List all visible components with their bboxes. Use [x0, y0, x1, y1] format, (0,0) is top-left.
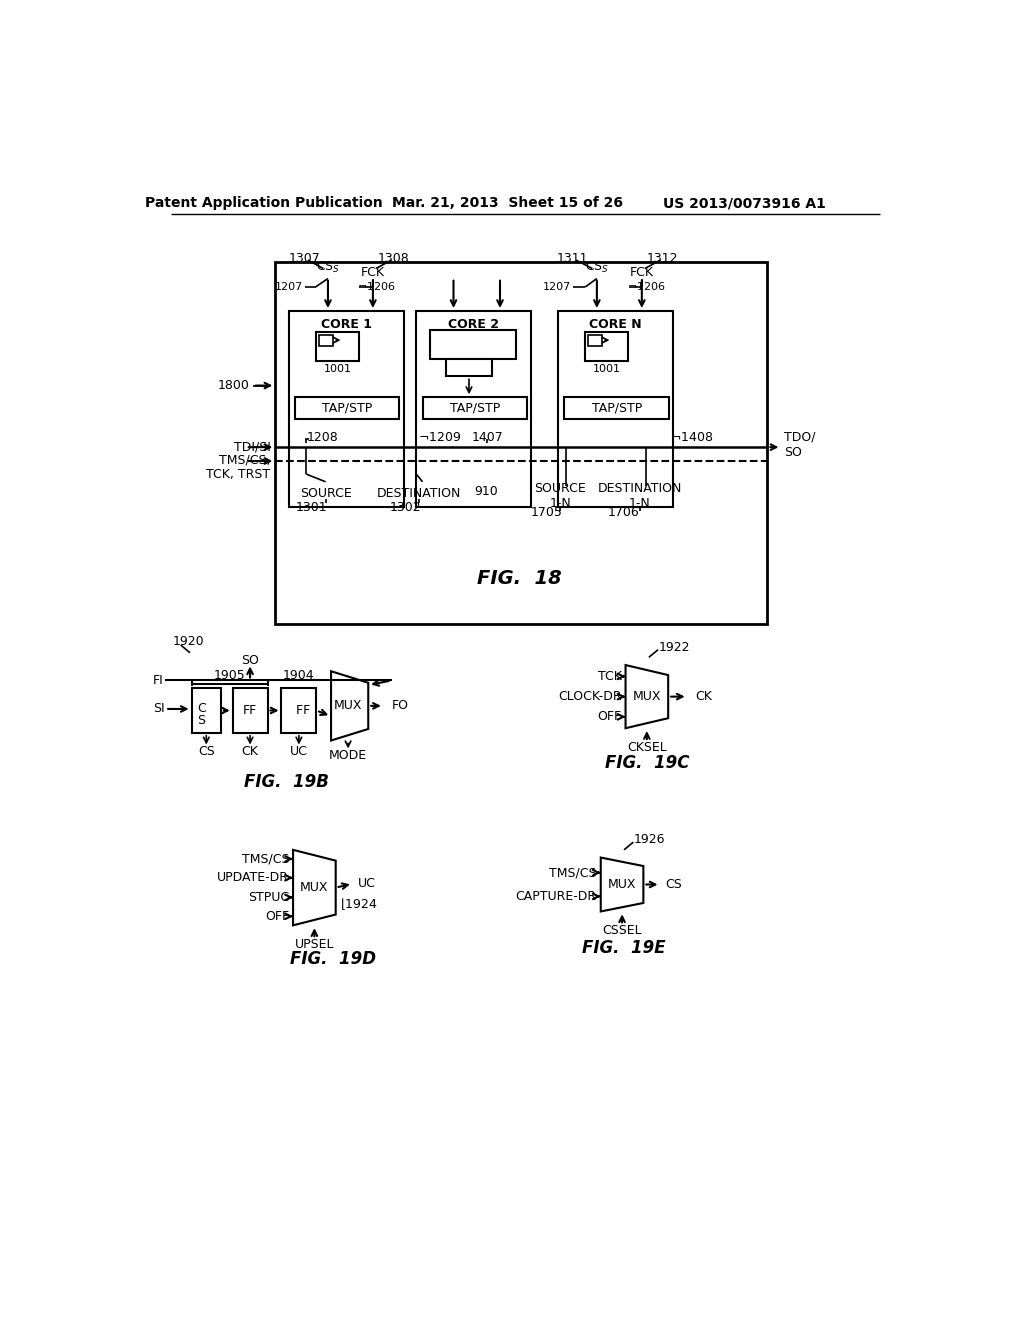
Text: TMS/CS,
TCK, TRST: TMS/CS, TCK, TRST — [207, 453, 270, 482]
Text: FIG.  19B: FIG. 19B — [245, 774, 330, 791]
Text: CK: CK — [242, 744, 258, 758]
Text: DESTINATION
1-N: DESTINATION 1-N — [597, 482, 682, 510]
Bar — [319, 335, 334, 346]
Text: TDO/
SO: TDO/ SO — [784, 430, 816, 459]
Text: CORE 2: CORE 2 — [449, 318, 499, 331]
Text: S: S — [198, 714, 206, 727]
Text: CORE N: CORE N — [589, 318, 642, 331]
Text: MODE: MODE — [329, 748, 368, 762]
Bar — [558, 312, 673, 507]
Text: FF: FF — [243, 704, 257, 717]
Text: 1920: 1920 — [173, 635, 205, 648]
Text: 1922: 1922 — [658, 640, 690, 653]
Bar — [430, 330, 515, 359]
Text: UC: UC — [357, 878, 375, 890]
Text: Patent Application Publication: Patent Application Publication — [144, 197, 383, 210]
Text: 1001: 1001 — [593, 363, 621, 374]
Text: 1926: 1926 — [634, 833, 666, 846]
Text: CLOCK-DR: CLOCK-DR — [558, 690, 622, 704]
Text: FF: FF — [288, 704, 310, 717]
Text: TAP/STP: TAP/STP — [450, 401, 500, 414]
Text: TAP/STP: TAP/STP — [592, 401, 642, 414]
Text: TDI/SI: TDI/SI — [233, 441, 270, 454]
Text: FIG.  19D: FIG. 19D — [291, 950, 377, 968]
Text: SO: SO — [241, 653, 259, 667]
Text: TAP/STP: TAP/STP — [322, 401, 372, 414]
Bar — [589, 335, 602, 346]
Text: C: C — [198, 702, 206, 714]
Bar — [289, 312, 403, 507]
Text: 1301: 1301 — [296, 500, 328, 513]
Text: DESTINATION: DESTINATION — [377, 487, 461, 500]
Text: 1207: 1207 — [274, 282, 303, 292]
Bar — [423, 397, 527, 418]
Text: 1311: 1311 — [557, 252, 589, 265]
Text: UPDATE-DR: UPDATE-DR — [217, 871, 289, 884]
Bar — [445, 359, 493, 376]
Text: 1307: 1307 — [289, 252, 321, 265]
Text: 1207: 1207 — [543, 282, 571, 292]
Bar — [564, 397, 669, 418]
Text: FCK: FCK — [360, 265, 385, 279]
Text: 1706: 1706 — [608, 506, 640, 519]
Text: SI: SI — [153, 702, 165, 715]
Text: 1302: 1302 — [390, 500, 421, 513]
Text: 910: 910 — [474, 484, 498, 498]
Text: STPUC: STPUC — [248, 891, 289, 904]
Bar — [316, 331, 359, 360]
Text: 1800: 1800 — [218, 379, 250, 392]
Text: FIG.  19E: FIG. 19E — [583, 939, 666, 957]
Text: CS$_S$: CS$_S$ — [585, 260, 609, 276]
Text: MUX: MUX — [334, 700, 362, 713]
Text: CSSEL: CSSEL — [602, 924, 642, 937]
Text: $\neg$1408: $\neg$1408 — [671, 430, 714, 444]
Text: TCK: TCK — [598, 671, 622, 682]
Text: 1904: 1904 — [283, 669, 314, 682]
Text: FI: FI — [153, 675, 164, 686]
Text: 1905: 1905 — [214, 669, 246, 682]
Text: UC: UC — [290, 744, 308, 758]
Text: TMS/CS: TMS/CS — [242, 853, 289, 866]
Text: CORE 1: CORE 1 — [322, 318, 372, 331]
Bar — [417, 312, 531, 507]
Text: FIG.  18: FIG. 18 — [477, 569, 562, 587]
Text: US 2013/0073916 A1: US 2013/0073916 A1 — [663, 197, 825, 210]
Text: SOURCE: SOURCE — [300, 487, 351, 500]
Text: CS: CS — [198, 744, 215, 758]
Text: FCK: FCK — [630, 265, 654, 279]
Text: MUX: MUX — [633, 690, 662, 704]
Text: MUX: MUX — [300, 880, 329, 894]
Text: OFF: OFF — [598, 710, 622, 723]
Text: FO: FO — [391, 700, 409, 713]
Text: $\neg$1206: $\neg$1206 — [627, 280, 666, 292]
Text: TMS/CS: TMS/CS — [549, 866, 597, 879]
Bar — [295, 397, 399, 418]
Text: 1312: 1312 — [646, 252, 678, 265]
Text: SOURCE
1-N: SOURCE 1-N — [535, 482, 587, 510]
Text: UPSEL: UPSEL — [295, 939, 334, 952]
Text: 1208: 1208 — [307, 430, 339, 444]
Bar — [232, 688, 267, 733]
Text: 1407: 1407 — [472, 430, 504, 444]
Text: OFF: OFF — [265, 909, 289, 923]
Text: CS$_S$: CS$_S$ — [316, 260, 340, 276]
Text: CKSEL: CKSEL — [627, 741, 667, 754]
Text: CS: CS — [665, 878, 682, 891]
Text: Mar. 21, 2013  Sheet 15 of 26: Mar. 21, 2013 Sheet 15 of 26 — [392, 197, 624, 210]
Text: $\neg$1209: $\neg$1209 — [418, 430, 461, 444]
Bar — [191, 688, 221, 733]
Text: CK: CK — [695, 690, 712, 704]
Text: CAPTURE-DR: CAPTURE-DR — [516, 890, 597, 903]
Text: $\neg$1206: $\neg$1206 — [357, 280, 396, 292]
Bar — [586, 331, 628, 360]
Text: FIG.  19C: FIG. 19C — [605, 754, 689, 772]
Text: $\lfloor$1924: $\lfloor$1924 — [340, 896, 378, 912]
Bar — [275, 263, 767, 624]
Text: 1308: 1308 — [377, 252, 409, 265]
Text: 1705: 1705 — [530, 506, 562, 519]
Text: MUX: MUX — [608, 878, 636, 891]
Text: 1001: 1001 — [324, 363, 351, 374]
Bar — [282, 688, 316, 733]
